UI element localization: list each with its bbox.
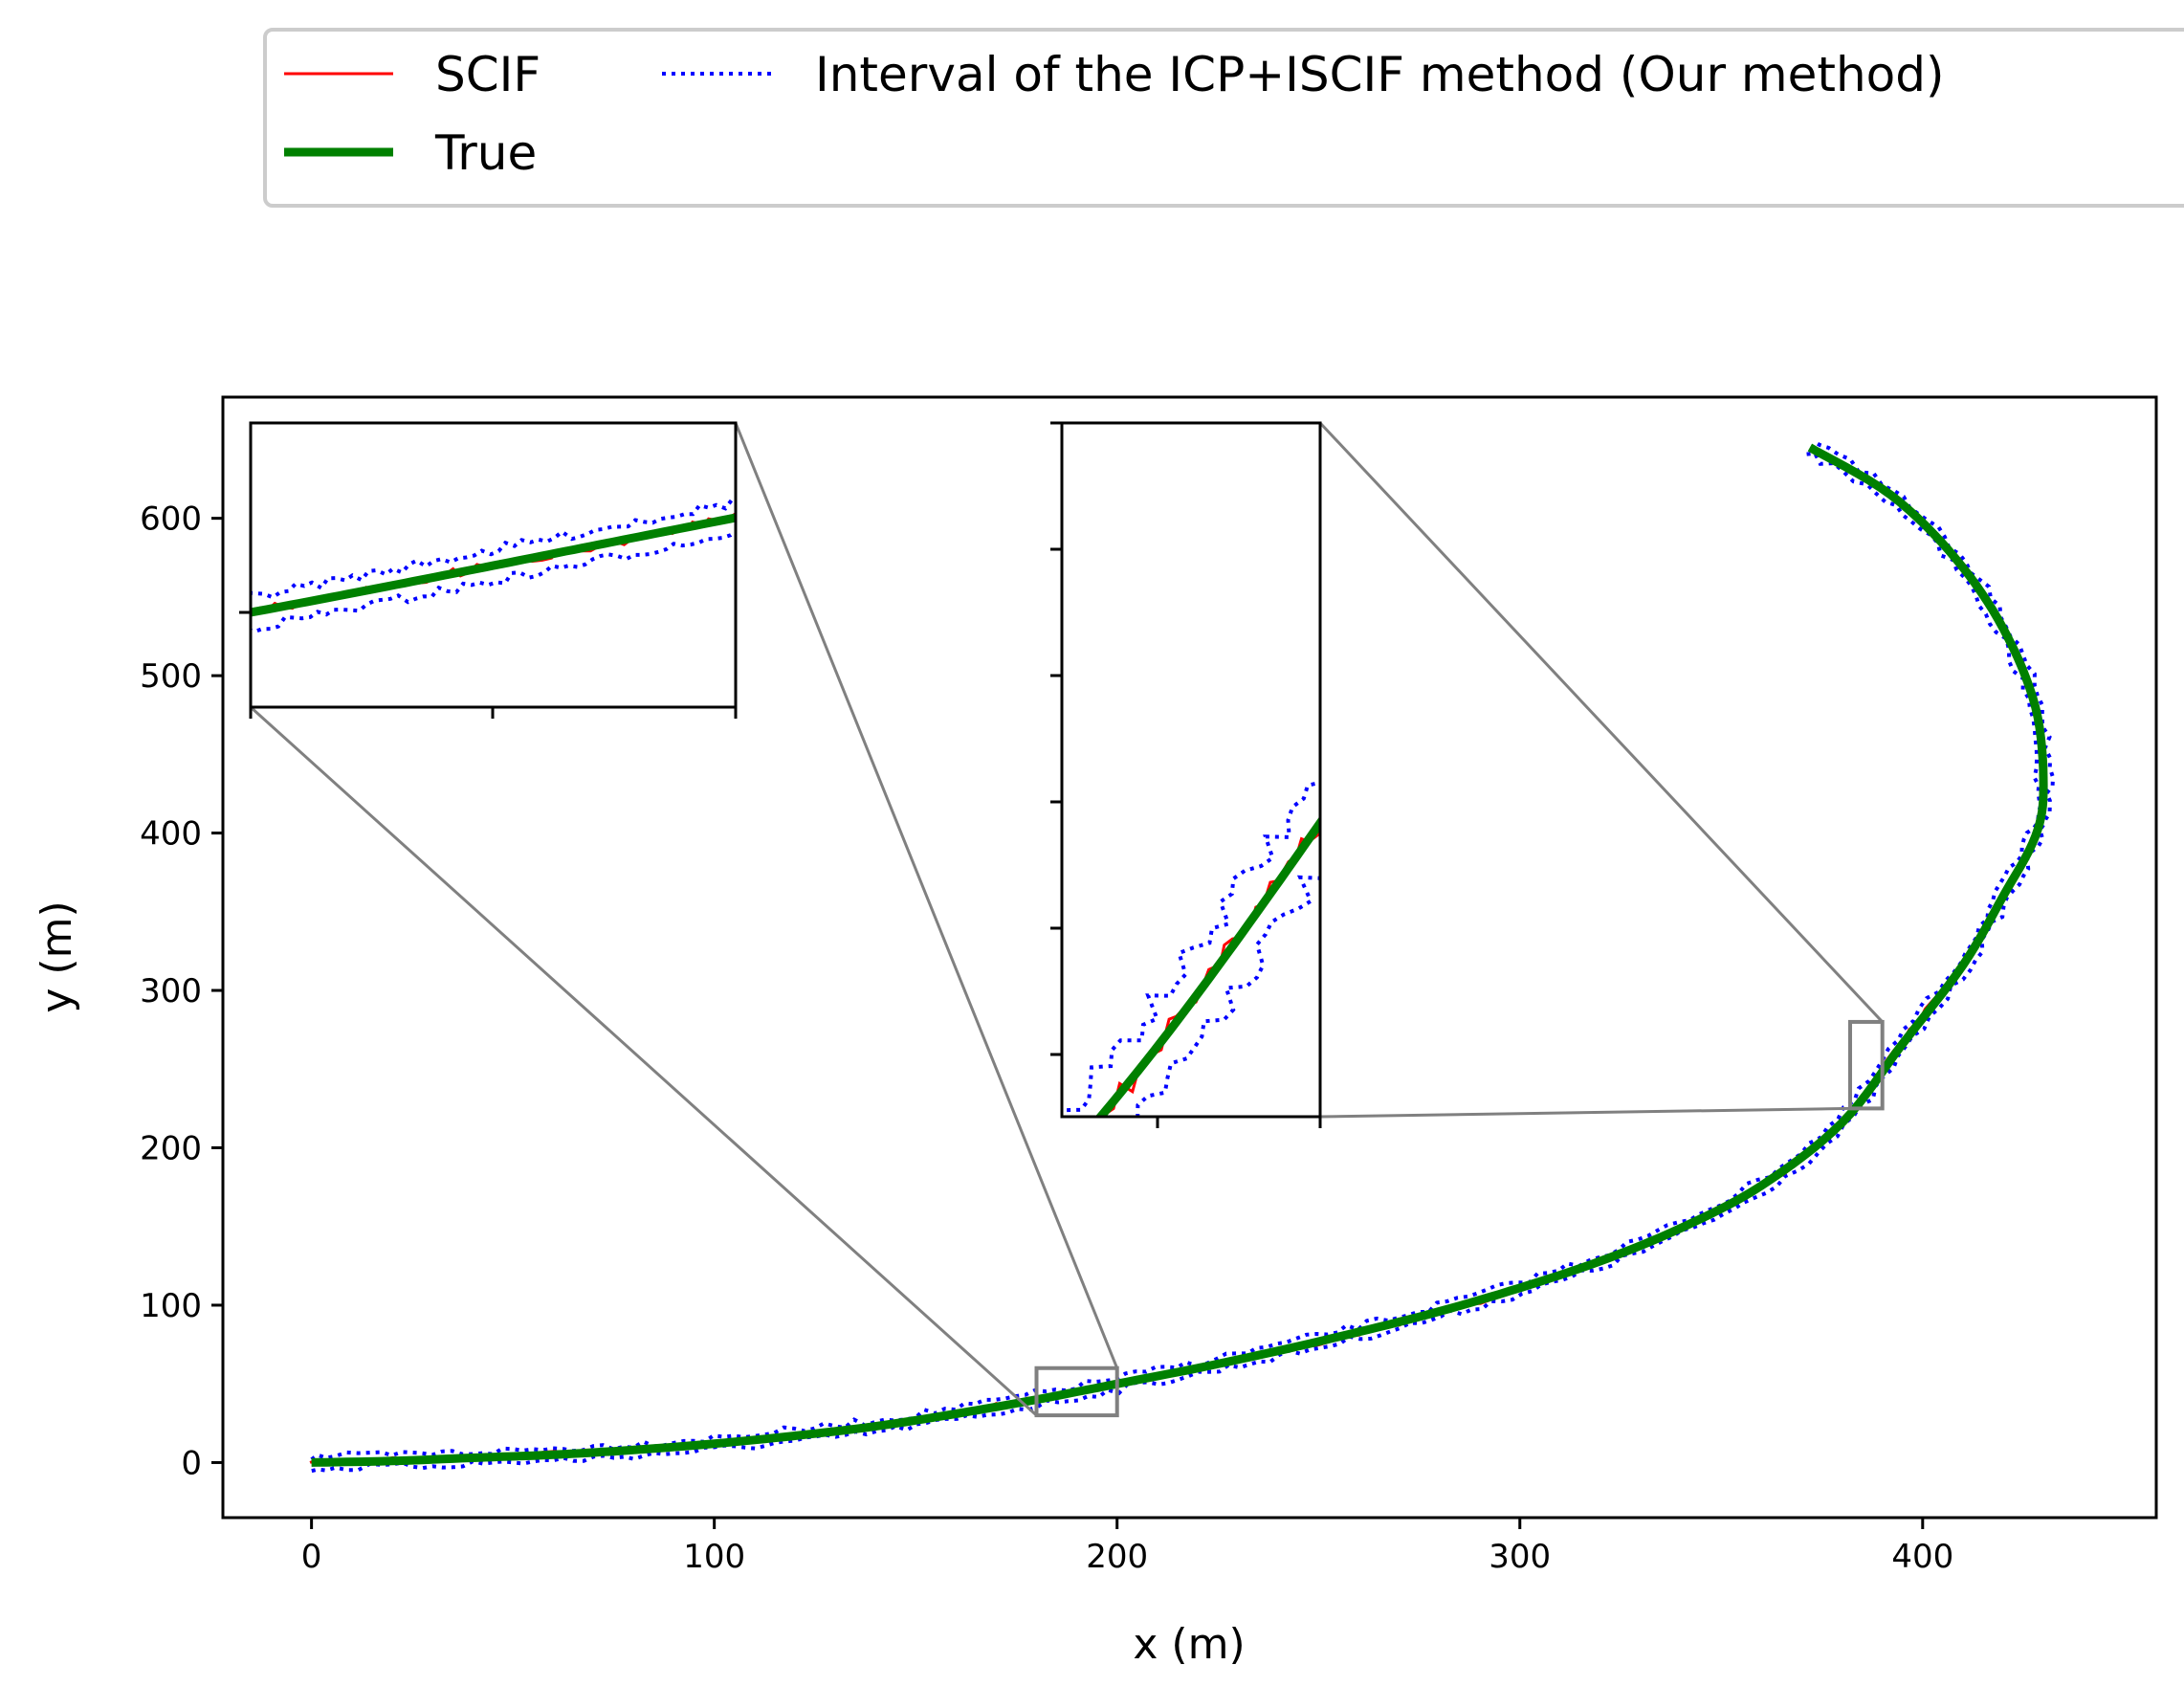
x-tick-label: 0 [301, 1538, 322, 1576]
inset-interval-lower [251, 497, 736, 600]
plot-frame [221, 395, 2158, 1520]
zoom-connector [1319, 1106, 1851, 1119]
y-tick-label: 500 [140, 657, 202, 696]
legend-frame [263, 28, 2184, 208]
legend: SCIF True Interval of the ICP+ISCIF meth… [263, 28, 2184, 208]
x-tick-label: 200 [1086, 1538, 1148, 1576]
zoom-region-1 [1034, 1365, 1119, 1418]
y-tick-label: 400 [140, 815, 202, 854]
y-tick-label: 0 [181, 1444, 202, 1482]
legend-label-interval: Interval of the ICP+ISCIF method (Our me… [815, 47, 1945, 102]
legend-label-scif: SCIF [435, 47, 540, 102]
x-tick-label: 100 [683, 1538, 745, 1576]
zoom-region-2 [1848, 1019, 1885, 1111]
y-axis-label: y (m) [33, 900, 81, 1012]
series-true [311, 443, 2048, 1467]
inset-zoom-1 [239, 421, 738, 719]
zoom-connector [249, 705, 1038, 1417]
legend-label-true: True [434, 125, 537, 181]
x-tick-label: 400 [1891, 1538, 1953, 1576]
y-tick-label: 200 [140, 1130, 202, 1168]
zoom-connector [734, 422, 1119, 1369]
inset-zoom-2 [1050, 421, 1322, 1128]
y-tick-label: 100 [140, 1287, 202, 1325]
inset-interval-upper [1136, 875, 1320, 1117]
y-tick-label: 600 [140, 500, 202, 539]
x-tick-label: 300 [1489, 1538, 1551, 1576]
zoom-connector [1318, 421, 1884, 1023]
inset-2-background [1062, 423, 1320, 1117]
x-axis-label: x (m) [1133, 1620, 1245, 1669]
y-tick-label: 300 [140, 972, 202, 1010]
inset-2-frame [1060, 421, 1322, 1119]
inset-series-true [251, 513, 736, 617]
inset-series-true [1094, 815, 1320, 1117]
series-interval-upper [311, 439, 2056, 1474]
